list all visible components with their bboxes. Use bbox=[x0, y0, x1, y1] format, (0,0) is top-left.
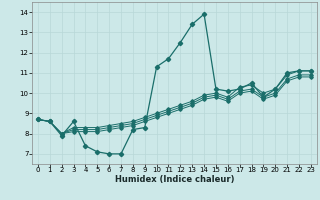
X-axis label: Humidex (Indice chaleur): Humidex (Indice chaleur) bbox=[115, 175, 234, 184]
